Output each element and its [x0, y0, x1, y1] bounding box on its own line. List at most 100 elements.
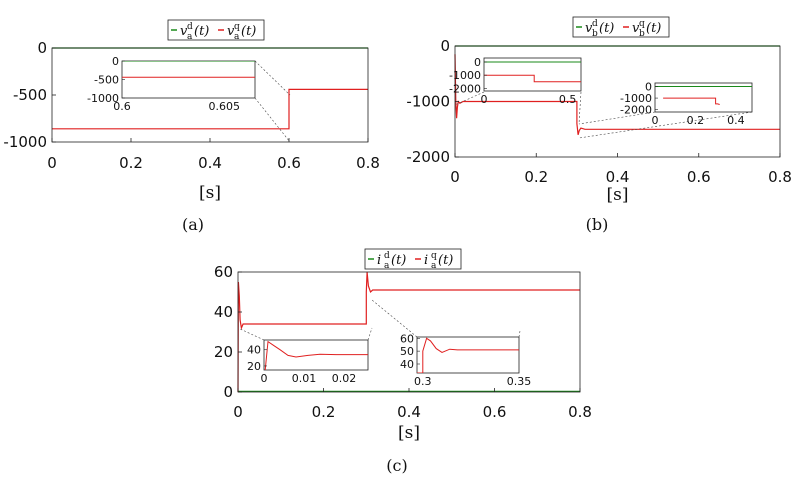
legend-subscript: a: [234, 32, 240, 42]
inset-plot: 0 0.5 0-1000-2000: [449, 56, 582, 106]
x-tick-label: 0.8: [768, 168, 792, 186]
x-tick-label: 0.4: [198, 154, 222, 172]
inset-x-tick-label: 0.01: [292, 372, 317, 385]
inset-x-tick-label: 0: [261, 372, 268, 385]
inset-x-tick-label: 0.35: [507, 375, 532, 388]
x-tick-label: 0.6: [687, 168, 711, 186]
legend-symbol: v: [227, 24, 235, 39]
legend-subscript: a: [431, 261, 437, 271]
inset-y-tick-label: -2000: [449, 82, 481, 95]
x-axis-label: [s]: [607, 185, 629, 205]
panel-caption: (c): [386, 456, 407, 475]
x-axis-label: [s]: [199, 183, 221, 203]
y-tick-label: 20: [214, 343, 233, 361]
y-tick-label: -1000: [406, 93, 450, 111]
y-tick-label: -1000: [3, 133, 47, 151]
legend: v db (t) v qb (t): [572, 16, 670, 39]
legend-subscript: a: [187, 32, 193, 42]
zoom-connector: [254, 60, 291, 96]
x-tick-label: 0.2: [524, 168, 548, 186]
zoom-connector: [254, 97, 291, 143]
inset-x-tick-label: 0: [652, 114, 659, 127]
zoom-connector: [454, 91, 485, 106]
y-tick-label: 0: [37, 39, 47, 57]
legend-frame: [364, 248, 462, 270]
legend-argument: (t): [194, 24, 209, 39]
x-tick-label: 0.8: [356, 154, 380, 172]
legend-symbol: v: [180, 24, 188, 39]
legend-argument: (t): [438, 253, 453, 268]
series-line-q: [52, 88, 368, 130]
inset-plot: 0 0.01 0.02 20 40: [247, 339, 369, 385]
legend-subscript: b: [592, 29, 598, 39]
legend-frame: [572, 16, 670, 38]
zoom-connector: [518, 330, 521, 338]
x-axis-label: [s]: [398, 423, 420, 443]
inset-plot: 0 0.2 0.4 0-1000-2000: [620, 80, 753, 127]
chart-panel-b: 0 0.2 0.4 0.6 0.80-1000-2000[s](b)0 0.50-1000…: [406, 16, 792, 234]
x-tick-label: 0.8: [568, 403, 592, 421]
y-tick-label: -500: [13, 86, 47, 104]
legend-superscript: d: [592, 19, 598, 29]
x-tick-label: 0.4: [606, 168, 630, 186]
series-line-q: [454, 54, 780, 135]
x-tick-label: 0: [47, 154, 57, 172]
inset-y-tick-label: -1000: [449, 69, 481, 82]
inset-x-tick-label: 0.2: [687, 114, 705, 127]
inset-x-tick-label: 0: [481, 93, 488, 106]
panel-caption: (a): [182, 215, 204, 234]
inset-y-tick-label: 50: [400, 345, 414, 358]
inset-frame: [416, 336, 520, 374]
inset-y-tick-label: 0: [645, 80, 652, 93]
inset-y-tick-label: 0: [474, 56, 481, 69]
legend-superscript: q: [234, 22, 240, 32]
y-tick-label: 0: [223, 383, 233, 401]
inset-y-tick-label: 40: [400, 358, 414, 371]
zoom-connector: [237, 327, 265, 341]
inset-x-tick-label: 0.6: [113, 100, 131, 113]
inset-series-line: [264, 340, 368, 370]
inset-y-tick-label: -2000: [620, 104, 652, 117]
legend-argument: (t): [391, 253, 406, 268]
y-tick-label: 0: [440, 37, 450, 55]
inset-x-tick-label: 0.605: [209, 100, 241, 113]
inset-x-tick-label: 0.4: [727, 114, 745, 127]
inset-frame: [654, 82, 753, 113]
legend-symbol: v: [632, 21, 640, 36]
zoom-connector: [578, 91, 582, 125]
zoom-connector: [367, 327, 373, 341]
legend-subscript: b: [639, 29, 645, 39]
legend-argument: (t): [646, 21, 661, 36]
inset-frame: [483, 57, 582, 92]
x-tick-label: 0.6: [483, 403, 507, 421]
x-tick-label: 0.6: [277, 154, 301, 172]
inset-series-line: [417, 337, 519, 373]
chart-panel-a: 0 0.2 0.4 0.6 0.8 0 -500 -1000 [s] (a) 0.6 0.605 0 -5…: [3, 19, 380, 234]
legend-symbol: i: [424, 253, 428, 268]
x-tick-label: 0.2: [119, 154, 143, 172]
inset-y-tick-label: 60: [400, 332, 414, 345]
legend-symbol: v: [585, 21, 593, 36]
inset-y-tick-label: 40: [247, 344, 261, 357]
legend-subscript: a: [384, 261, 390, 271]
y-tick-label: 40: [214, 303, 233, 321]
legend-superscript: d: [384, 251, 390, 261]
inset-y-tick-label: 20: [247, 360, 261, 373]
x-tick-label: 0.2: [312, 403, 336, 421]
legend-argument: (t): [241, 24, 256, 39]
legend: v da (t) v qa (t): [167, 19, 265, 42]
inset-x-tick-label: 0.02: [332, 372, 357, 385]
inset-y-tick-label: -1000: [87, 92, 119, 105]
legend-superscript: d: [187, 22, 193, 32]
zoom-connector: [578, 111, 656, 125]
legend: i da (t) i qa (t): [364, 248, 462, 271]
y-tick-label: -2000: [406, 148, 450, 166]
inset-frame: [121, 60, 256, 99]
inset-y-tick-label: -1000: [620, 92, 652, 105]
zoom-connector: [578, 111, 753, 139]
legend-frame: [167, 19, 265, 41]
inset-x-tick-label: 0.5: [559, 93, 577, 106]
